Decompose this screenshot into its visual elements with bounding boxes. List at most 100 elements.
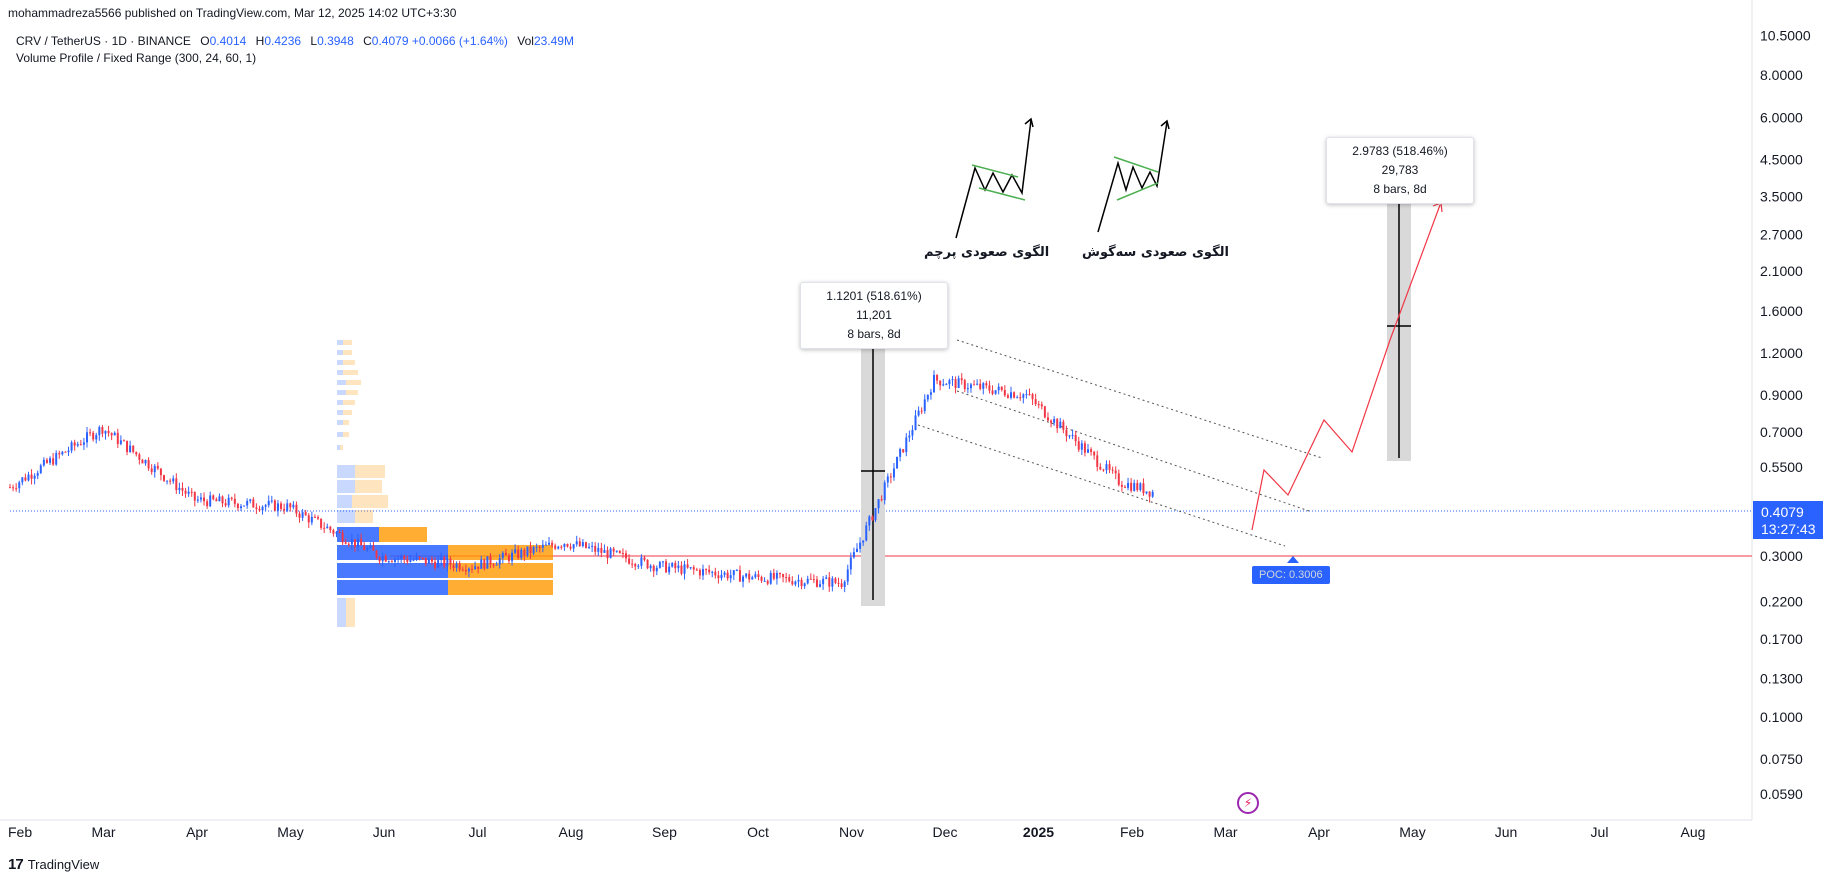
candle-body [273,500,276,511]
candle-body [1022,394,1025,398]
candle-body [33,475,36,479]
footer-brand[interactable]: TradingView [27,857,100,872]
candle-body [190,491,193,493]
candle-body [347,543,350,545]
candle-body [110,433,113,436]
candle-body [27,474,30,481]
candle-body [412,559,415,561]
bar-countdown: 13:27:43 [1761,521,1816,537]
candle-body [625,553,627,559]
tradingview-logo-icon[interactable]: 17 [8,856,24,873]
candle-body [541,544,544,548]
candle-body [926,394,929,400]
candle-body [886,476,889,483]
candle-body [945,384,948,386]
candle-body [212,495,215,500]
candle-body [723,572,726,575]
candle-body [384,555,387,562]
candle-body [230,497,233,499]
indicator-label[interactable]: Volume Profile / Fixed Range (300, 24, 6… [16,51,257,65]
price-tick-label: 0.7000 [1760,424,1803,440]
candle-body [920,410,923,412]
price-tick-label: 0.1300 [1760,670,1803,686]
candle-body [535,546,538,548]
candle-body [846,569,849,582]
candle-body [224,503,227,506]
candle-body [409,559,412,562]
candle-body [1065,429,1068,437]
candle-body [166,480,169,482]
candle-body [751,577,754,580]
candle-body [911,429,914,436]
candle-body [668,566,671,573]
candle-body [548,542,550,545]
candle-body [199,497,202,500]
candle-body [196,499,199,501]
candle-body [289,503,292,508]
flag-pattern-sketch [955,117,1034,239]
candle-body [172,478,175,482]
candle-body [1003,389,1006,396]
candle-body [455,563,458,568]
candle-body [1037,404,1040,406]
candle-body [233,498,236,504]
candle-body [868,516,871,526]
candle-body [1053,419,1056,423]
candle-body [1031,394,1034,400]
candle-body [769,572,772,584]
candle-body [350,539,353,545]
candle-body [979,383,982,389]
volume-profile-down-bar [355,480,382,493]
candle-body [1093,451,1096,456]
last-price-tag: 0.4079 13:27:43 [1753,501,1823,539]
candle-body [883,482,886,501]
candle-body [150,468,153,473]
price-tick-label: 0.2200 [1760,593,1803,609]
candle-body [203,497,206,502]
candle-body [763,580,766,582]
candle-body [36,473,39,476]
candle-body [745,573,748,577]
symbol-label[interactable]: CRV / TetherUS · 1D · BINANCE [16,34,191,48]
candle-body [206,501,209,507]
candle-body [655,567,658,572]
candle-body [1123,486,1126,488]
candle-body [375,550,378,558]
volume-profile[interactable] [337,340,553,627]
candlesticks[interactable] [9,370,1154,593]
candle-body [70,442,73,451]
candle-body [147,460,150,469]
candle-body [366,547,369,551]
time-axis[interactable]: Feb Mar Apr May Jun Jul Aug Sep Oct Nov Dec 2025 Feb… [8,824,1705,840]
time-tick-label: May [277,824,303,840]
time-tick-label: Jul [1591,824,1609,840]
candle-body [865,525,868,541]
candle-body [1043,406,1046,418]
price-axis[interactable]: 10.5000 8.0000 6.0000 4.5000 3.5000 2.7000 2.1… [1760,27,1811,802]
last-price-value: 0.4079 [1761,504,1804,520]
candle-body [55,453,58,465]
time-tick-label: Mar [91,824,115,840]
candle-body [831,578,834,587]
candle-body [335,532,338,534]
candle-body [280,503,283,509]
candle-body [572,544,575,549]
price-tick-label: 4.5000 [1760,151,1803,167]
candle-body [45,459,48,463]
candle-body [695,569,698,571]
candle-body [286,503,289,511]
candle-body [122,440,125,442]
footer: 17 TradingView [8,856,99,873]
candle-body [67,450,70,453]
candle-body [394,558,396,562]
lightning-icon[interactable]: ⚡ [1237,792,1259,814]
volume-profile-down-bar [340,445,343,450]
candle-body [480,559,483,569]
measure-2-line1: 2.9783 (518.46%) 29,783 [1352,144,1448,177]
candle-body [933,375,935,393]
volume-profile-down-bar [343,340,352,345]
candle-body [840,583,843,587]
close-label: C [363,34,372,48]
time-tick-label: Feb [1120,824,1144,840]
